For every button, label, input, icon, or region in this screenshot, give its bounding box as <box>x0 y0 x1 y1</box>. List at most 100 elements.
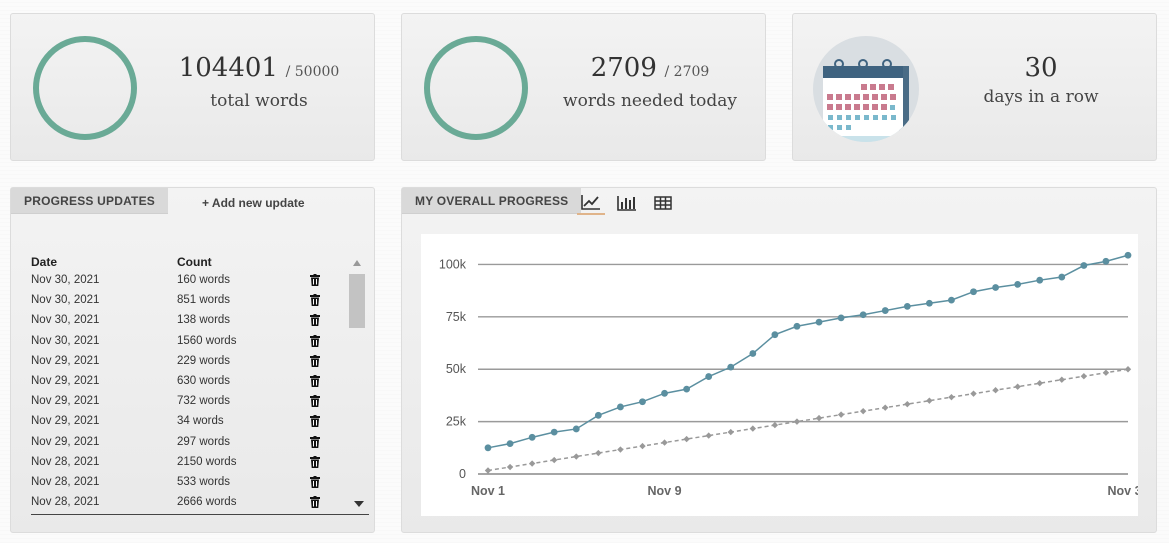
table-header: Date Count <box>31 255 349 270</box>
streak-card: 30 days in a row <box>792 13 1157 161</box>
scroll-down-arrow[interactable] <box>354 501 364 507</box>
words-today-value: 2709 <box>591 53 657 83</box>
data-point <box>926 397 932 403</box>
progress-updates-panel: PROGRESS UPDATES + Add new update Date C… <box>10 187 375 533</box>
total-words-goal: / 50000 <box>286 64 340 80</box>
data-point <box>838 315 845 322</box>
delete-update-button[interactable] <box>307 436 323 448</box>
row-count: 630 words <box>177 375 307 387</box>
table-row: Nov 29, 2021 34 words <box>31 411 349 431</box>
data-point <box>573 453 579 459</box>
data-point <box>595 412 602 419</box>
streak-value: 30 <box>1024 53 1057 83</box>
scroll-up-arrow[interactable] <box>353 260 361 266</box>
delete-update-button[interactable] <box>307 456 323 468</box>
bar-chart-view-button[interactable] <box>613 191 641 215</box>
row-date: Nov 29, 2021 <box>31 375 177 387</box>
data-point <box>794 323 801 330</box>
scrollbar-thumb[interactable] <box>349 274 365 328</box>
delete-update-button[interactable] <box>307 476 323 488</box>
count-column-header: Count <box>177 255 307 270</box>
row-count: 34 words <box>177 415 307 427</box>
streak-text: 30 days in a row <box>946 52 1136 110</box>
series-line <box>488 369 1128 470</box>
data-point <box>948 297 955 304</box>
y-tick-label: 100k <box>439 257 467 271</box>
data-point <box>573 426 580 433</box>
trash-icon <box>310 415 320 427</box>
data-point <box>992 387 998 393</box>
row-count: 297 words <box>177 436 307 448</box>
total-words-card: 104401 / 50000 total words <box>10 13 375 161</box>
row-date: Nov 28, 2021 <box>31 456 177 468</box>
trash-icon <box>310 476 320 488</box>
table-divider <box>31 514 369 515</box>
delete-update-button[interactable] <box>307 375 323 387</box>
data-point <box>816 319 823 326</box>
row-date: Nov 30, 2021 <box>31 314 177 326</box>
delete-update-button[interactable] <box>307 274 323 286</box>
trash-icon <box>310 274 320 286</box>
delete-update-button[interactable] <box>307 314 323 326</box>
view-switcher <box>577 191 677 215</box>
trash-icon <box>310 335 320 347</box>
row-count: 2150 words <box>177 456 307 468</box>
progress-updates-tab[interactable]: PROGRESS UPDATES <box>11 188 168 214</box>
row-count: 160 words <box>177 274 307 286</box>
total-progress-ring <box>33 36 137 140</box>
data-point <box>617 446 623 452</box>
updates-rows: Nov 30, 2021 160 words Nov 30, 2021 851 wor… <box>31 270 349 512</box>
data-point <box>749 350 756 357</box>
data-point <box>1058 274 1065 281</box>
row-date: Nov 29, 2021 <box>31 436 177 448</box>
row-count: 229 words <box>177 355 307 367</box>
data-point <box>1125 252 1132 259</box>
updates-table: Date Count Nov 30, 2021 160 words Nov 30, … <box>31 255 349 512</box>
data-point <box>882 307 889 314</box>
delete-update-button[interactable] <box>307 395 323 407</box>
trash-icon <box>310 294 320 306</box>
table-view-button[interactable] <box>649 191 677 215</box>
overall-progress-tab[interactable]: MY OVERALL PROGRESS <box>402 188 581 214</box>
line-chart-view-button[interactable] <box>577 191 605 215</box>
today-progress-ring <box>424 36 528 140</box>
table-row: Nov 29, 2021 229 words <box>31 351 349 371</box>
data-point <box>1037 380 1043 386</box>
data-point <box>1081 373 1087 379</box>
x-tick-label: Nov 9 <box>648 484 682 498</box>
line-chart: 0 25k 50k 75k 100k Nov 1 Nov 9 Nov 30 <box>421 234 1138 516</box>
data-point <box>529 460 535 466</box>
data-point <box>683 386 690 393</box>
table-row: Nov 30, 2021 160 words <box>31 270 349 290</box>
data-point <box>794 418 800 424</box>
data-point <box>617 404 624 411</box>
words-today-text: 2709 / 2709 words needed today <box>555 52 745 114</box>
delete-update-button[interactable] <box>307 355 323 367</box>
row-date: Nov 28, 2021 <box>31 476 177 488</box>
overall-progress-chart: 0 25k 50k 75k 100k Nov 1 Nov 9 Nov 30 <box>421 234 1138 516</box>
data-point <box>1014 383 1020 389</box>
data-point <box>992 284 999 291</box>
add-update-button[interactable]: + Add new update <box>202 196 305 210</box>
table-row: Nov 30, 2021 138 words <box>31 310 349 330</box>
row-count: 138 words <box>177 314 307 326</box>
data-point <box>1080 262 1087 269</box>
bar-chart-icon <box>617 195 637 211</box>
y-tick-label: 0 <box>459 467 466 481</box>
table-row: Nov 28, 2021 2666 words <box>31 492 349 512</box>
delete-update-button[interactable] <box>307 415 323 427</box>
data-point <box>1125 366 1131 372</box>
overall-progress-panel: MY OVERALL PROGRESS <box>401 187 1157 533</box>
table-row: Nov 29, 2021 630 words <box>31 371 349 391</box>
table-row: Nov 28, 2021 2150 words <box>31 452 349 472</box>
data-point <box>551 429 558 436</box>
delete-update-button[interactable] <box>307 294 323 306</box>
row-count: 732 words <box>177 395 307 407</box>
delete-update-button[interactable] <box>307 335 323 347</box>
total-words-value: 104401 <box>179 53 278 83</box>
total-words-text: 104401 / 50000 total words <box>164 52 354 114</box>
delete-update-button[interactable] <box>307 496 323 508</box>
trash-icon <box>310 456 320 468</box>
data-point <box>1059 377 1065 383</box>
data-point <box>904 303 911 310</box>
